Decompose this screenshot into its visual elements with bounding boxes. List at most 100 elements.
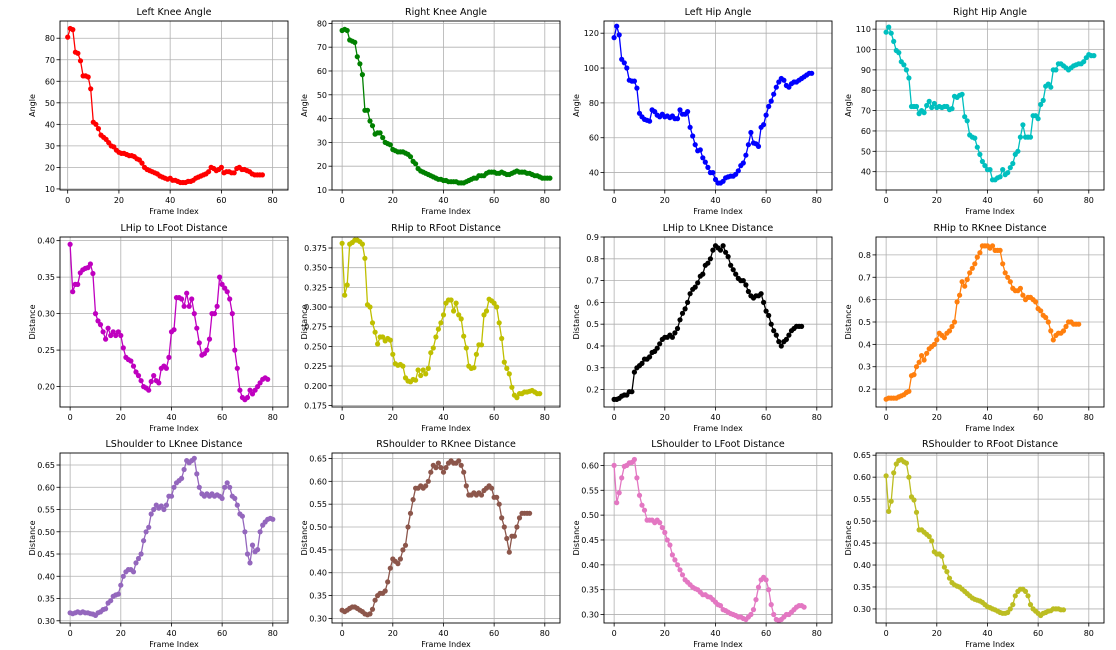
data-point: [372, 597, 378, 603]
data-point: [141, 538, 147, 544]
x-tick-label: 60: [489, 629, 499, 638]
data-point: [743, 152, 749, 158]
data-point: [395, 561, 401, 567]
data-point: [977, 151, 983, 157]
data-point: [265, 376, 271, 382]
data-point: [433, 465, 439, 471]
data-point: [921, 110, 927, 116]
y-tick-label: 10: [317, 186, 327, 195]
data-point: [903, 460, 910, 466]
chart-panel: 0 20 40 60 80 0.30 0.35 0.40 0.45 0.50 0.55 0.60 0.6…: [28, 439, 289, 649]
y-tick-label: 0.275: [304, 323, 327, 332]
data-point: [120, 345, 126, 351]
data-point: [957, 292, 963, 298]
data-point: [171, 484, 177, 490]
data-point: [647, 354, 653, 360]
y-tick-label: 0.2: [586, 386, 599, 395]
y-tick-label: 0.8: [858, 251, 871, 260]
data-point: [778, 343, 784, 349]
data-point: [674, 116, 681, 122]
data-point: [194, 471, 200, 477]
data-point: [108, 332, 114, 339]
data-point: [1010, 602, 1016, 608]
data-point: [339, 240, 345, 246]
y-tick-label: 60: [861, 127, 871, 136]
data-point: [433, 334, 439, 340]
data-point: [783, 336, 790, 342]
data-point: [977, 250, 983, 256]
data-point: [1005, 274, 1011, 280]
data-point: [906, 474, 912, 480]
data-point: [461, 333, 467, 339]
data-point: [771, 91, 777, 97]
x-tick-label: 40: [166, 629, 176, 638]
data-point: [702, 159, 708, 165]
y-tick-label: 0.225: [304, 362, 327, 371]
y-tick-label: 40: [45, 120, 55, 129]
chart-panel: 0 20 40 60 80 0.30 0.35 0.40 0.45 0.50 0.55 0.60 0.6…: [844, 439, 1105, 649]
data-point: [369, 606, 376, 612]
x-axis-label: Frame Index: [421, 640, 471, 649]
data-point: [989, 243, 996, 249]
data-point: [755, 584, 762, 590]
data-point: [130, 569, 137, 575]
data-point: [951, 319, 958, 325]
axes-frame: [875, 20, 1105, 191]
axes-frame: [331, 236, 561, 408]
y-tick-label: 0.9: [586, 233, 599, 242]
data-point: [344, 27, 350, 34]
data-point: [496, 501, 502, 507]
y-tick-label: 0.6: [858, 296, 871, 305]
y-tick-label: 0.45: [309, 546, 327, 555]
y-tick-label: 20: [45, 163, 55, 172]
data-point: [168, 493, 175, 499]
data-point: [657, 520, 663, 526]
data-point: [949, 106, 955, 112]
data-point: [471, 365, 477, 371]
data-point: [685, 299, 691, 305]
x-tick-label: 0: [884, 629, 889, 638]
data-point: [667, 542, 673, 548]
y-tick-label: 0.175: [304, 401, 327, 410]
data-point: [418, 372, 424, 379]
data-point: [911, 497, 917, 503]
data-point: [489, 485, 495, 491]
data-point: [1027, 602, 1034, 608]
data-point: [385, 579, 391, 585]
data-point: [387, 337, 393, 343]
data-point: [1040, 97, 1046, 103]
data-point: [456, 312, 462, 318]
data-point: [949, 323, 955, 330]
data-point: [105, 325, 111, 331]
data-point: [1053, 67, 1059, 73]
data-point: [194, 325, 200, 331]
data-point: [413, 161, 419, 167]
y-tick-label: 80: [317, 19, 327, 28]
chart-title: RShoulder to RKnee Distance: [376, 439, 516, 450]
data-point: [504, 535, 510, 542]
data-point: [514, 395, 520, 401]
data-point: [624, 65, 630, 71]
data-point: [1091, 53, 1097, 59]
data-point: [997, 247, 1003, 253]
data-point: [1048, 84, 1054, 90]
data-point: [481, 312, 487, 318]
data-point: [924, 350, 930, 356]
y-tick-label: 0.250: [304, 342, 327, 351]
data-point: [1038, 101, 1044, 108]
x-tick-label: 40: [710, 196, 720, 205]
data-point: [687, 124, 693, 130]
data-point: [128, 358, 134, 364]
y-tick-label: 0.4: [586, 342, 599, 351]
data-point: [217, 274, 223, 280]
y-tick-label: 50: [861, 147, 871, 156]
y-axis-label: Distance: [844, 520, 853, 555]
data-point: [974, 254, 980, 260]
data-point: [249, 542, 256, 548]
chart-title: LHip to LFoot Distance: [120, 223, 227, 234]
data-point: [700, 271, 706, 277]
data-point: [962, 283, 968, 289]
data-point: [771, 328, 777, 334]
x-tick-label: 60: [217, 413, 227, 422]
data-point: [669, 334, 676, 340]
